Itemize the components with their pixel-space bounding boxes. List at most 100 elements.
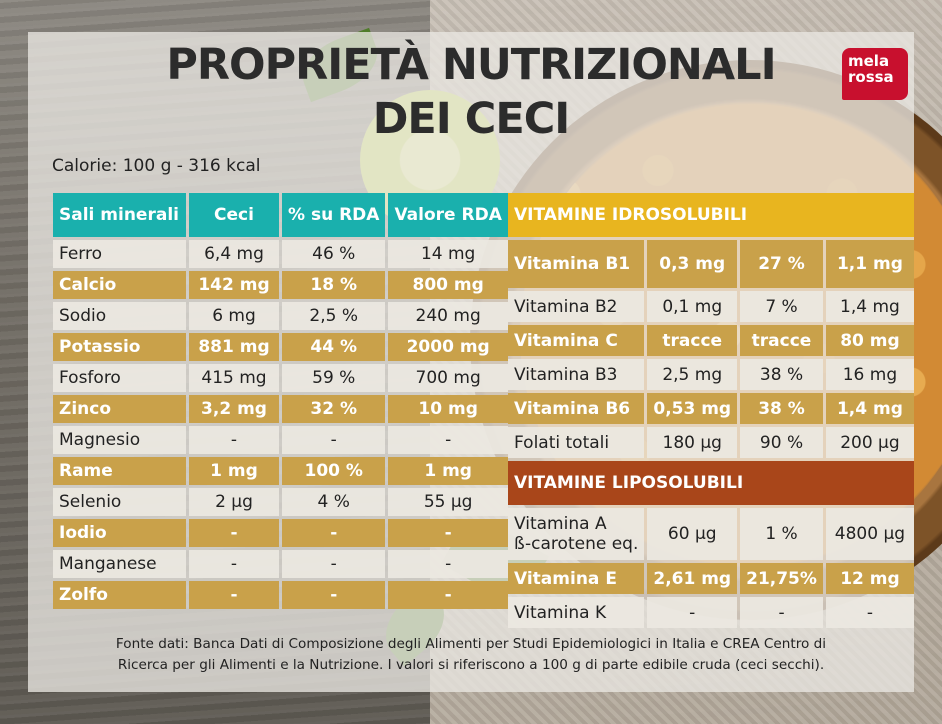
mineral-rda: - bbox=[388, 426, 508, 454]
mineral-ceci: - bbox=[189, 550, 279, 578]
table-row: Folati totali 180 µg 90 % 200 µg bbox=[508, 427, 914, 458]
table-row: Vitamina B3 2,5 mg 38 % 16 mg bbox=[508, 359, 914, 390]
header-minerals: Sali minerali bbox=[53, 193, 186, 237]
table-row: Potassio 881 mg 44 % 2000 mg bbox=[53, 333, 508, 361]
vitamin-rda: 12 mg bbox=[825, 563, 914, 594]
mineral-name: Sodio bbox=[53, 302, 186, 330]
page-title: PROPRIETÀ NUTRIZIONALI bbox=[166, 40, 776, 90]
mineral-pct: 18 % bbox=[282, 271, 386, 299]
page-subtitle: DEI CECI bbox=[372, 94, 571, 144]
table-row: Manganese - - - bbox=[53, 550, 508, 578]
footnote-line1: Fonte dati: Banca Dati di Composizione d… bbox=[115, 636, 827, 652]
mineral-name: Fosforo bbox=[53, 364, 186, 392]
section-header-hydro: VITAMINE IDROSOLUBILI bbox=[508, 193, 914, 237]
mineral-rda: 240 mg bbox=[388, 302, 508, 330]
footnote-line2: Ricerca per gli Alimenti e la Nutrizione… bbox=[117, 657, 825, 673]
table-row: Fosforo 415 mg 59 % 700 mg bbox=[53, 364, 508, 392]
mineral-rda: - bbox=[388, 581, 508, 609]
table-row: Sodio 6 mg 2,5 % 240 mg bbox=[53, 302, 508, 330]
table-row: Zinco 3,2 mg 32 % 10 mg bbox=[53, 395, 508, 423]
mineral-ceci: 415 mg bbox=[189, 364, 279, 392]
vitamins-table: VITAMINE IDROSOLUBILI Vitamina B1 0,3 mg… bbox=[505, 190, 917, 631]
mineral-name: Rame bbox=[53, 457, 186, 485]
vitamin-pct: tracce bbox=[740, 325, 823, 356]
mineral-ceci: 1 mg bbox=[189, 457, 279, 485]
mineral-name: Ferro bbox=[53, 240, 186, 268]
vitamin-pct: 90 % bbox=[740, 427, 823, 458]
mineral-rda: 2000 mg bbox=[388, 333, 508, 361]
minerals-table: Sali minerali Ceci % su RDA Valore RDA F… bbox=[50, 190, 511, 612]
header-pct-rda: % su RDA bbox=[282, 193, 386, 237]
mineral-pct: - bbox=[282, 581, 386, 609]
minerals-header-row: Sali minerali Ceci % su RDA Valore RDA bbox=[53, 193, 508, 237]
section-header-row: VITAMINE LIPOSOLUBILI bbox=[508, 461, 914, 505]
table-row: Vitamina B6 0,53 mg 38 % 1,4 mg bbox=[508, 393, 914, 424]
header-ceci: Ceci bbox=[189, 193, 279, 237]
vitamin-name: Vitamina K bbox=[508, 597, 645, 628]
mineral-pct: 44 % bbox=[282, 333, 386, 361]
vitamin-pct: 21,75% bbox=[740, 563, 823, 594]
vitamin-ceci: 0,1 mg bbox=[647, 291, 738, 322]
mineral-pct: 59 % bbox=[282, 364, 386, 392]
vitamin-name: Vitamina C bbox=[508, 325, 645, 356]
vitamin-pct: 38 % bbox=[740, 359, 823, 390]
table-row: Ferro 6,4 mg 46 % 14 mg bbox=[53, 240, 508, 268]
mineral-ceci: 6,4 mg bbox=[189, 240, 279, 268]
mineral-name: Selenio bbox=[53, 488, 186, 516]
table-row: Vitamina B2 0,1 mg 7 % 1,4 mg bbox=[508, 291, 914, 322]
mineral-pct: 4 % bbox=[282, 488, 386, 516]
table-row: Vitamina C tracce tracce 80 mg bbox=[508, 325, 914, 356]
section-header-lipo: VITAMINE LIPOSOLUBILI bbox=[508, 461, 914, 505]
vitamin-ceci: 180 µg bbox=[647, 427, 738, 458]
vitamin-ceci: - bbox=[647, 597, 738, 628]
mineral-pct: 32 % bbox=[282, 395, 386, 423]
vitamin-ceci: tracce bbox=[647, 325, 738, 356]
vitamin-rda: 80 mg bbox=[825, 325, 914, 356]
vitamin-rda: 1,4 mg bbox=[825, 393, 914, 424]
vitamin-name: Vitamina A ß-carotene eq. bbox=[508, 508, 645, 560]
vitamin-rda: - bbox=[825, 597, 914, 628]
table-row: Selenio 2 µg 4 % 55 µg bbox=[53, 488, 508, 516]
source-footnote: Fonte dati: Banca Dati di Composizione d… bbox=[40, 634, 902, 676]
vitamin-pct: 27 % bbox=[740, 240, 823, 288]
vitamin-name: Vitamina E bbox=[508, 563, 645, 594]
logo-line2: rossa bbox=[848, 68, 894, 86]
vitamin-name: Vitamina B2 bbox=[508, 291, 645, 322]
mineral-rda: 1 mg bbox=[388, 457, 508, 485]
vitamin-name: Vitamina B6 bbox=[508, 393, 645, 424]
table-row: Iodio - - - bbox=[53, 519, 508, 547]
mineral-name: Calcio bbox=[53, 271, 186, 299]
vitamin-rda: 4800 µg bbox=[825, 508, 914, 560]
mineral-rda: 800 mg bbox=[388, 271, 508, 299]
vitamin-name-line2: ß-carotene eq. bbox=[514, 534, 639, 554]
vitamin-name: Folati totali bbox=[508, 427, 645, 458]
mineral-name: Zinco bbox=[53, 395, 186, 423]
vitamin-name-line1: Vitamina A bbox=[514, 514, 607, 534]
vitamin-rda: 1,1 mg bbox=[825, 240, 914, 288]
mineral-pct: - bbox=[282, 519, 386, 547]
vitamin-rda: 200 µg bbox=[825, 427, 914, 458]
mineral-ceci: 881 mg bbox=[189, 333, 279, 361]
mineral-rda: 700 mg bbox=[388, 364, 508, 392]
mineral-rda: - bbox=[388, 519, 508, 547]
logo-line1: mela bbox=[848, 52, 890, 70]
mineral-pct: 2,5 % bbox=[282, 302, 386, 330]
mineral-name: Potassio bbox=[53, 333, 186, 361]
mineral-pct: - bbox=[282, 426, 386, 454]
table-row: Calcio 142 mg 18 % 800 mg bbox=[53, 271, 508, 299]
mineral-rda: 55 µg bbox=[388, 488, 508, 516]
mineral-name: Iodio bbox=[53, 519, 186, 547]
vitamin-ceci: 0,53 mg bbox=[647, 393, 738, 424]
table-row: Magnesio - - - bbox=[53, 426, 508, 454]
mineral-pct: 46 % bbox=[282, 240, 386, 268]
vitamin-ceci: 60 µg bbox=[647, 508, 738, 560]
header-valore-rda: Valore RDA bbox=[388, 193, 508, 237]
mineral-ceci: 142 mg bbox=[189, 271, 279, 299]
mineral-rda: 14 mg bbox=[388, 240, 508, 268]
table-row: Zolfo - - - bbox=[53, 581, 508, 609]
mineral-ceci: 6 mg bbox=[189, 302, 279, 330]
vitamin-name: Vitamina B1 bbox=[508, 240, 645, 288]
table-row: Vitamina B1 0,3 mg 27 % 1,1 mg bbox=[508, 240, 914, 288]
mineral-name: Magnesio bbox=[53, 426, 186, 454]
melarossa-logo: mela rossa bbox=[842, 48, 908, 100]
